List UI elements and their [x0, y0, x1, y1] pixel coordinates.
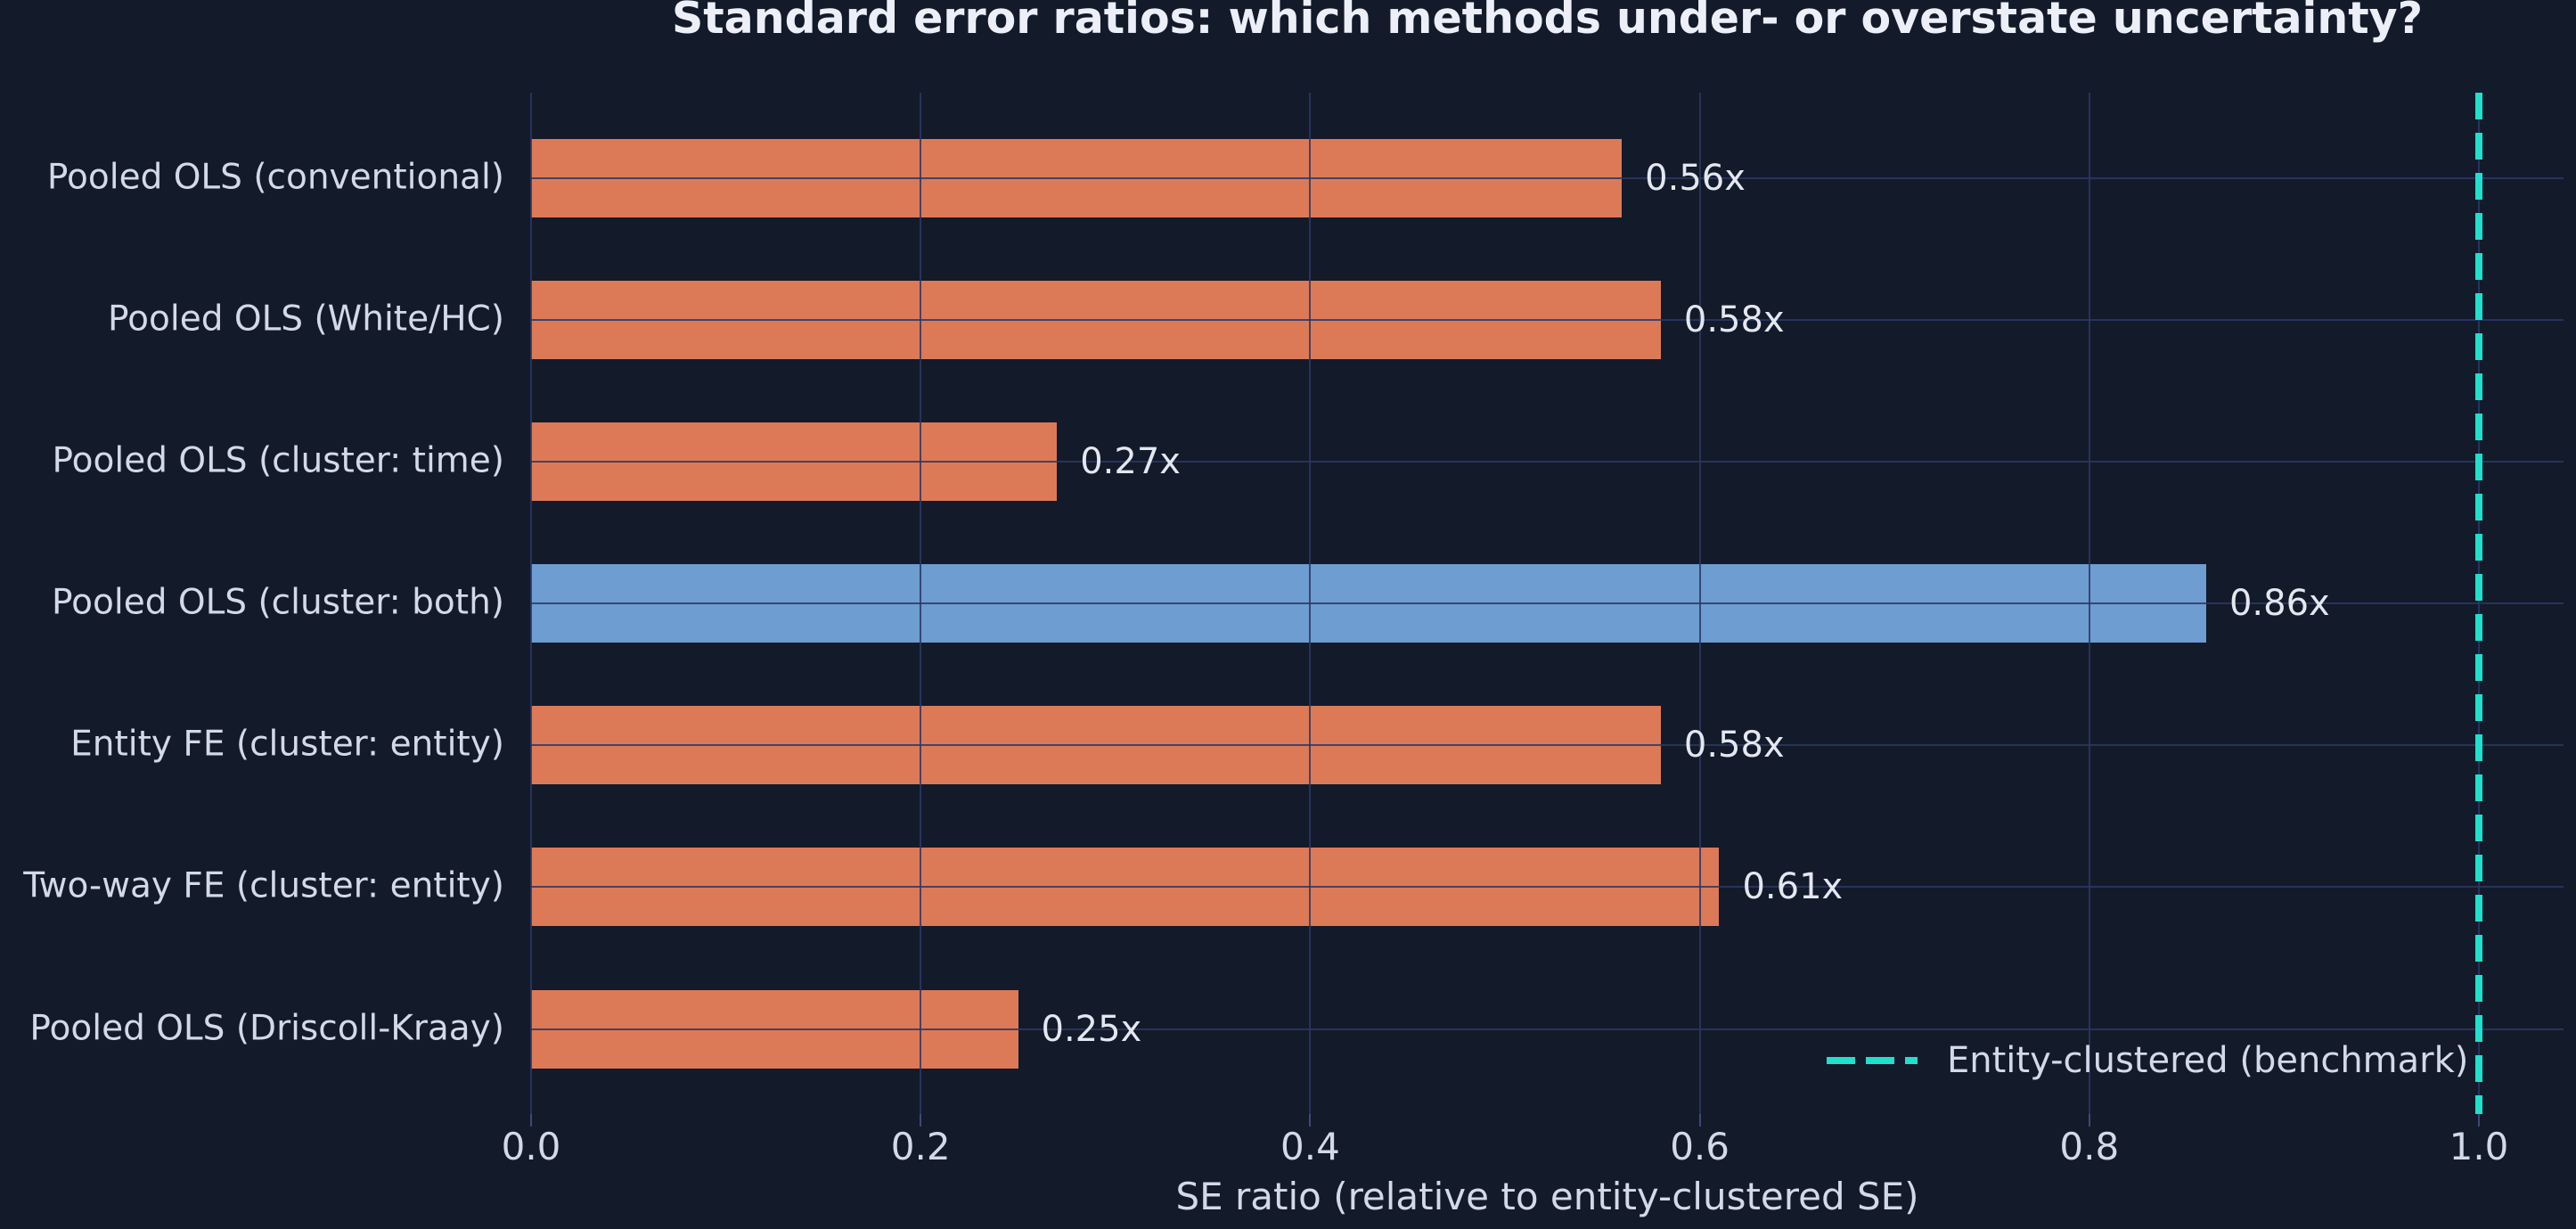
x-axis-tick-label: 0.4	[1280, 1125, 1340, 1168]
gridline-horizontal	[531, 318, 2564, 321]
gridline-horizontal	[531, 602, 2564, 604]
gridline-horizontal	[531, 460, 2564, 463]
x-axis-tick-label: 1.0	[2449, 1125, 2509, 1168]
bar-value-label: 0.27x	[1080, 440, 1181, 482]
chart-title: Standard error ratios: which methods und…	[671, 0, 2424, 44]
x-axis-tick-label: 0.8	[2059, 1125, 2120, 1168]
bar-value-label: 0.61x	[1742, 866, 1844, 908]
bar-value-label: 0.56x	[1645, 157, 1746, 199]
gridline-horizontal	[531, 1028, 2564, 1030]
gridline-horizontal	[531, 886, 2564, 889]
gridline-horizontal	[531, 744, 2564, 747]
plot-area: 0.56x 0.58x 0.27x 0.86x 0.58x 0.61x 0.25x	[530, 93, 2564, 1114]
x-axis-title: SE ratio (relative to entity-clustered S…	[1175, 1175, 1919, 1218]
x-axis-tick-mark	[2478, 1114, 2480, 1127]
y-axis-category-label: Pooled OLS (White/HC)	[108, 299, 504, 340]
y-axis-category-label: Two-way FE (cluster: entity)	[23, 865, 504, 906]
x-axis-tick-mark	[1309, 1114, 1312, 1127]
legend: Entity-clustered (benchmark)	[1827, 1043, 2468, 1078]
y-axis-category-label: Pooled OLS (conventional)	[46, 157, 504, 198]
y-axis-category-label: Pooled OLS (cluster: both)	[52, 582, 504, 623]
x-axis-tick-mark	[2088, 1114, 2090, 1127]
dashed-line-legend-swatch	[1827, 1057, 1918, 1064]
gridline-horizontal	[531, 176, 2564, 179]
y-axis-category-label: Entity FE (cluster: entity)	[70, 724, 504, 765]
x-axis-tick-label: 0.0	[501, 1125, 561, 1168]
x-axis-tick-mark	[920, 1114, 922, 1127]
y-axis-category-label: Pooled OLS (cluster: time)	[52, 440, 504, 481]
bar-value-label: 0.86x	[2228, 583, 2330, 624]
y-axis-category-label: Pooled OLS (Driscoll-Kraay)	[29, 1008, 504, 1049]
x-axis-tick-mark	[1698, 1114, 1701, 1127]
legend-label: Entity-clustered (benchmark)	[1947, 1040, 2469, 1081]
bar-value-label: 0.25x	[1041, 1008, 1142, 1050]
x-axis-tick-mark	[530, 1114, 532, 1127]
bar-value-label: 0.58x	[1683, 299, 1785, 340]
bar-value-label: 0.58x	[1683, 725, 1785, 766]
x-axis-tick-label: 0.6	[1670, 1125, 1730, 1168]
benchmark-dashed-line	[2475, 93, 2482, 1114]
x-axis-tick-label: 0.2	[890, 1125, 951, 1168]
